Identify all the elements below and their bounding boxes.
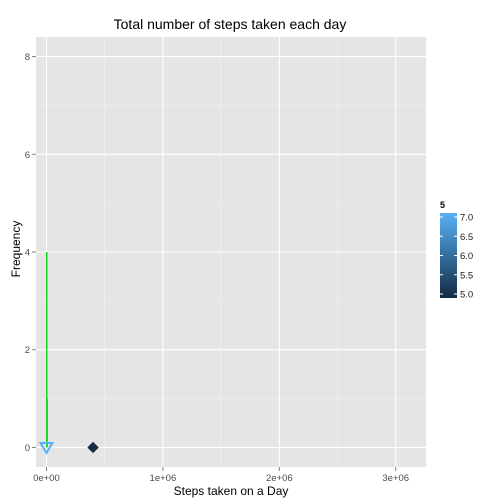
legend-label: 5.5 xyxy=(460,270,473,281)
legend-label: 6.5 xyxy=(460,232,473,243)
y-axis-title: Frequency xyxy=(9,221,23,278)
data-layer xyxy=(38,252,99,455)
chart-title: Total number of steps taken each day xyxy=(114,16,347,32)
legend-label: 5.0 xyxy=(460,290,473,301)
legend-label: 7.0 xyxy=(460,213,473,224)
x-axis-title: Steps taken on a Day xyxy=(174,484,289,498)
y-tick-label: 8 xyxy=(25,52,30,63)
legend-label: 6.0 xyxy=(460,251,473,262)
legend-title: 5 xyxy=(440,200,445,210)
diamond-marker xyxy=(87,441,99,454)
legend-labels: 7.0 6.5 6.0 5.5 5.0 xyxy=(440,213,473,301)
x-tick-label: 1e+06 xyxy=(150,473,177,484)
y-tick-label: 2 xyxy=(25,345,30,356)
y-tick-label: 4 xyxy=(25,248,30,259)
grid-lines xyxy=(36,37,426,467)
y-tick-label: 0 xyxy=(25,443,30,454)
x-tick-label: 0e+00 xyxy=(33,473,60,484)
y-axis-ticks: 0 2 4 6 8 xyxy=(25,52,36,454)
x-tick-label: 2e+06 xyxy=(266,473,293,484)
x-axis-ticks: 0e+00 1e+06 2e+06 3e+06 xyxy=(33,467,409,484)
y-tick-label: 6 xyxy=(25,150,30,161)
legend-colorbar xyxy=(440,213,457,298)
color-legend: 5 7.0 6.5 6.0 5.5 5.0 xyxy=(440,200,473,301)
x-tick-label: 3e+06 xyxy=(382,473,409,484)
triangle-marker xyxy=(38,441,55,455)
